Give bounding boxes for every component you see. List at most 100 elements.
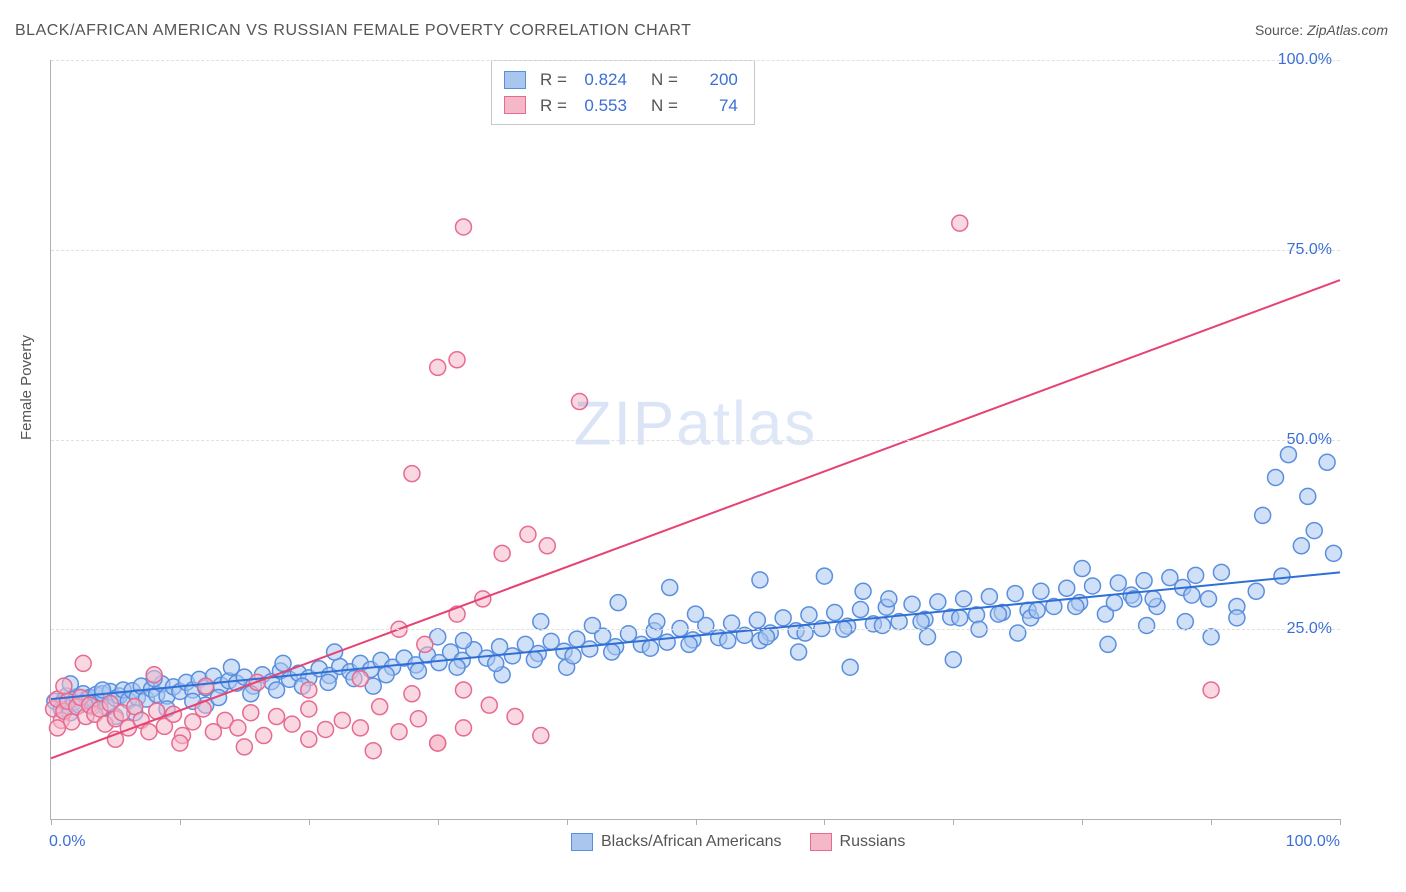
data-point	[520, 526, 536, 542]
x-tick	[1211, 819, 1212, 825]
data-point	[455, 682, 471, 698]
data-point	[1213, 564, 1229, 580]
data-point	[801, 607, 817, 623]
data-point	[236, 739, 252, 755]
data-point	[1068, 598, 1084, 614]
data-point	[1184, 587, 1200, 603]
chart-title: BLACK/AFRICAN AMERICAN VS RUSSIAN FEMALE…	[15, 22, 691, 40]
y-tick-label: 75.0%	[1287, 241, 1332, 259]
data-point	[269, 709, 285, 725]
gridline	[51, 60, 1340, 61]
data-point	[1203, 682, 1219, 698]
data-point	[404, 466, 420, 482]
data-point	[952, 610, 968, 626]
data-point	[855, 583, 871, 599]
data-point	[1010, 625, 1026, 641]
x-tick	[1340, 819, 1341, 825]
data-point	[649, 614, 665, 630]
data-point	[1268, 469, 1284, 485]
data-point	[352, 720, 368, 736]
data-point	[230, 720, 246, 736]
data-point	[1177, 614, 1193, 630]
data-point	[455, 633, 471, 649]
data-point	[981, 589, 997, 605]
data-point	[1085, 578, 1101, 594]
data-point	[494, 545, 510, 561]
y-tick-label: 100.0%	[1278, 51, 1332, 69]
gridline	[51, 440, 1340, 441]
data-point	[507, 709, 523, 725]
data-point	[758, 629, 774, 645]
data-point	[797, 625, 813, 641]
legend-swatch	[571, 833, 593, 851]
data-point	[275, 655, 291, 671]
y-axis-title: Female Poverty	[18, 335, 35, 440]
data-point	[410, 711, 426, 727]
data-point	[417, 636, 433, 652]
data-point	[990, 606, 1006, 622]
data-point	[320, 674, 336, 690]
data-point	[56, 678, 72, 694]
data-point	[526, 652, 542, 668]
data-point	[504, 648, 520, 664]
data-point	[775, 610, 791, 626]
data-point	[930, 594, 946, 610]
data-point	[1201, 591, 1217, 607]
data-point	[301, 701, 317, 717]
data-point	[172, 735, 188, 751]
data-point	[243, 705, 259, 721]
data-point	[455, 720, 471, 736]
data-point	[533, 728, 549, 744]
data-point	[752, 572, 768, 588]
data-point	[141, 724, 157, 740]
stats-box: R =0.824N =200R =0.553N =74	[491, 60, 755, 125]
data-point	[913, 614, 929, 630]
data-point	[372, 699, 388, 715]
data-point	[430, 735, 446, 751]
data-point	[952, 215, 968, 231]
gridline	[51, 250, 1340, 251]
data-point	[642, 640, 658, 656]
data-point	[301, 731, 317, 747]
data-point	[455, 219, 471, 235]
data-point	[1326, 545, 1342, 561]
bottom-legend: Blacks/African AmericansRussians	[571, 833, 905, 851]
data-point	[1007, 586, 1023, 602]
stats-row: R =0.553N =74	[504, 93, 738, 119]
data-point	[584, 617, 600, 633]
data-point	[681, 636, 697, 652]
data-point	[488, 655, 504, 671]
data-point	[920, 629, 936, 645]
stats-row: R =0.824N =200	[504, 67, 738, 93]
data-point	[956, 591, 972, 607]
x-tick	[824, 819, 825, 825]
x-tick	[180, 819, 181, 825]
data-point	[365, 743, 381, 759]
data-point	[749, 612, 765, 628]
data-point	[1145, 591, 1161, 607]
data-point	[1306, 523, 1322, 539]
data-point	[533, 614, 549, 630]
data-point	[904, 596, 920, 612]
data-point	[430, 359, 446, 375]
legend-item: Blacks/African Americans	[571, 833, 782, 851]
data-point	[301, 682, 317, 698]
legend-swatch	[810, 833, 832, 851]
y-tick-label: 25.0%	[1287, 620, 1332, 638]
data-point	[449, 352, 465, 368]
data-point	[874, 617, 890, 633]
x-tick	[309, 819, 310, 825]
data-point	[1274, 568, 1290, 584]
data-point	[391, 724, 407, 740]
trend-line	[51, 572, 1340, 699]
data-point	[146, 667, 162, 683]
data-point	[565, 648, 581, 664]
data-point	[334, 712, 350, 728]
data-point	[1229, 610, 1245, 626]
y-tick-label: 50.0%	[1287, 431, 1332, 449]
data-point	[404, 686, 420, 702]
data-point	[688, 606, 704, 622]
gridline	[51, 629, 1340, 630]
data-point	[449, 659, 465, 675]
data-point	[269, 682, 285, 698]
